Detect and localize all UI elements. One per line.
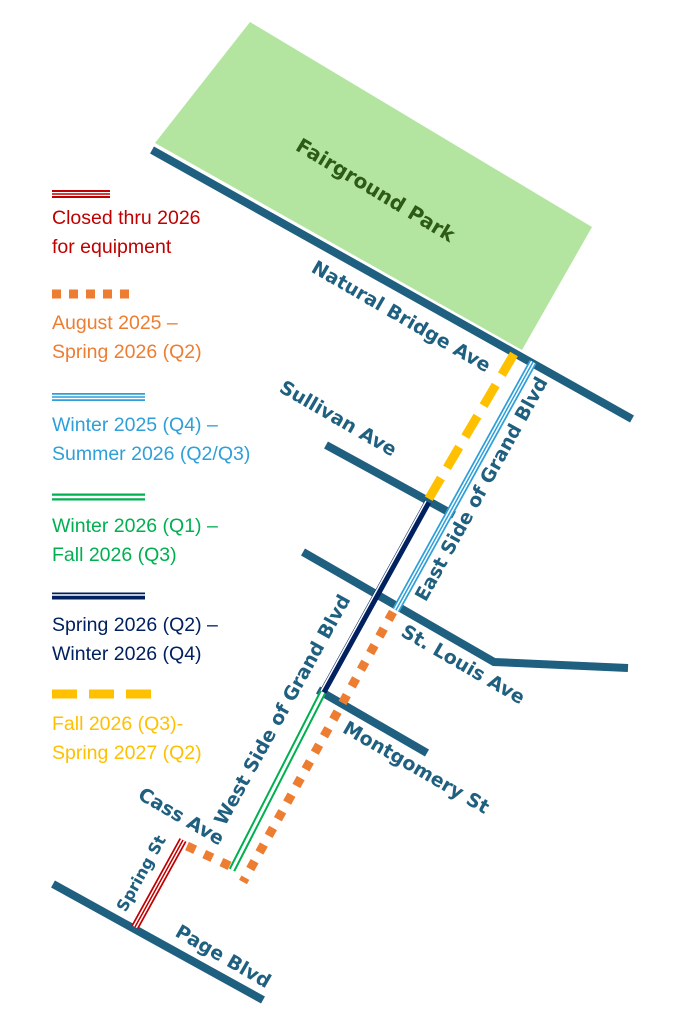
winter-2026-segment (228, 690, 327, 872)
legend-item-spring-2026: Spring 2026 (Q2) – Winter 2026 (Q4) (52, 592, 218, 665)
montgomery-st-label: Montgomery St (339, 717, 493, 819)
sullivan-ave-line (324, 441, 456, 519)
legend-text-line2: Winter 2026 (Q4) (52, 643, 202, 665)
legend-item-closed: Closed thru 2026 for equipment (52, 190, 201, 258)
legend-text-line1: August 2025 – (52, 312, 178, 334)
legend-text-line2: Spring 2027 (Q2) (52, 742, 202, 764)
legend-text-line2: Summer 2026 (Q2/Q3) (52, 443, 250, 465)
august-2025-segment (185, 609, 397, 885)
closed-segment (131, 838, 187, 929)
legend-item-winter-2025: Winter 2025 (Q4) – Summer 2026 (Q2/Q3) (52, 393, 250, 465)
streets (51, 146, 634, 1004)
legend-item-fall-2026: Fall 2026 (Q3)- Spring 2027 (Q2) (52, 689, 202, 764)
legend-text-line2: Spring 2026 (Q2) (52, 341, 202, 363)
fairground-park-area (155, 22, 592, 350)
legend-item-august-2025: August 2025 – Spring 2026 (Q2) (52, 289, 202, 363)
legend-text-line1: Winter 2025 (Q4) – (52, 414, 218, 436)
spring-2026-segment (319, 500, 432, 694)
natural-bridge-ave-line (150, 146, 634, 423)
legend-text-line2: for equipment (52, 236, 172, 258)
legend-text-line1: Closed thru 2026 (52, 207, 201, 229)
legend-text-line1: Fall 2026 (Q3)- (52, 713, 183, 735)
legend-text-line1: Winter 2026 (Q1) – (52, 515, 218, 537)
montgomery-st-line (315, 686, 430, 757)
legend-item-winter-2026: Winter 2026 (Q1) – Fall 2026 (Q3) (52, 493, 218, 566)
legend-text-line2: Fall 2026 (Q3) (52, 544, 177, 566)
winter-2025-segment (392, 360, 537, 612)
st-louis-ave-line (301, 548, 629, 672)
page-blvd-line (51, 880, 265, 1004)
legend: Closed thru 2026 for equipment August 20… (52, 190, 250, 764)
fall-2026-segment (424, 351, 518, 503)
legend-text-line1: Spring 2026 (Q2) – (52, 614, 218, 636)
